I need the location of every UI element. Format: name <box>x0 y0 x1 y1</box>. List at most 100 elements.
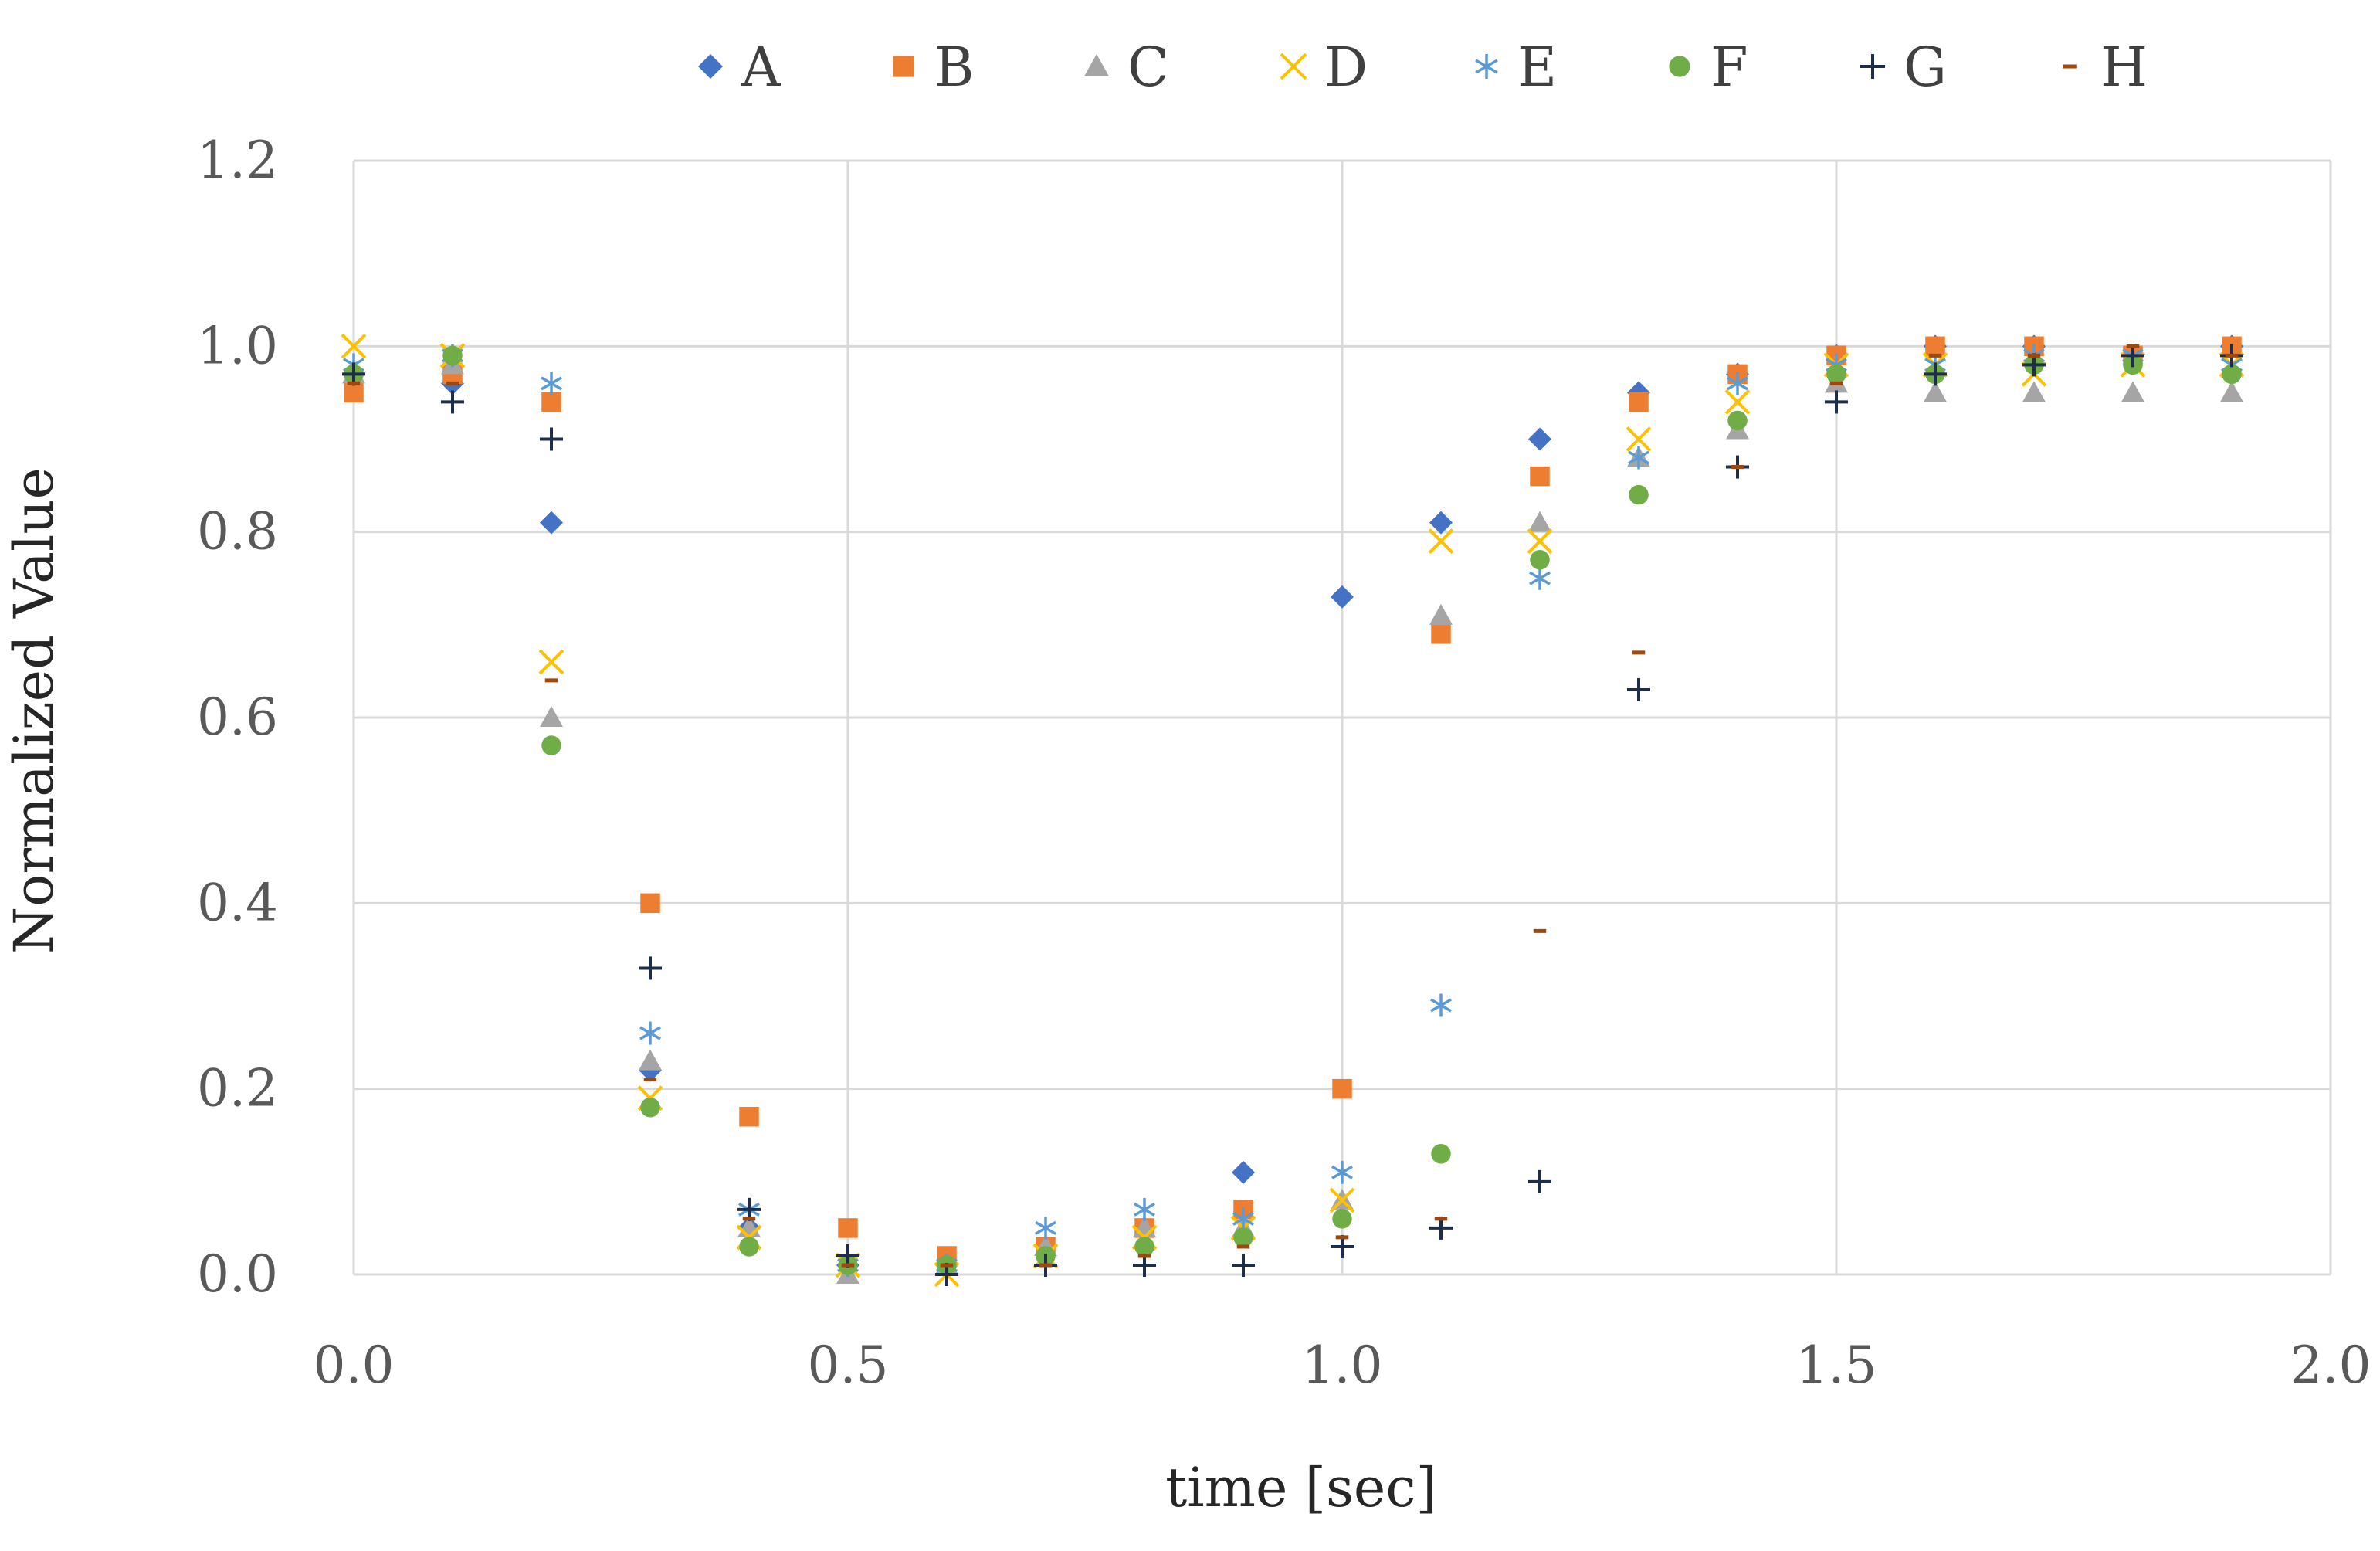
data-point-a <box>1528 427 1551 451</box>
legend-item-d: D <box>1280 36 1368 99</box>
data-point-c <box>1528 511 1551 532</box>
data-point-g <box>639 956 662 980</box>
data-point-g <box>1924 362 1947 386</box>
data-point-d <box>1329 1187 1355 1213</box>
x-tick-label: 0.5 <box>808 1335 889 1395</box>
data-point-c <box>639 1049 662 1071</box>
data-point-d <box>1724 389 1751 415</box>
legend-item-f: F <box>1669 36 1748 99</box>
data-point-g <box>1232 1253 1255 1277</box>
y-tick-label: 0.8 <box>197 502 278 562</box>
data-point-a <box>1331 585 1354 609</box>
series-h <box>347 344 2239 1268</box>
data-point-e <box>1035 1216 1056 1240</box>
legend-marker <box>698 54 723 79</box>
data-point-f <box>1134 1237 1154 1257</box>
data-point-c <box>1924 381 1947 402</box>
data-point-f <box>739 1237 759 1257</box>
data-point-c <box>2220 381 2243 402</box>
data-point-f <box>1332 1209 1352 1229</box>
data-point-f <box>1530 549 1550 570</box>
data-point-e <box>639 1021 661 1045</box>
data-point-a <box>1232 1160 1255 1184</box>
data-point-f <box>541 735 561 755</box>
data-point-e <box>1331 1160 1353 1184</box>
y-tick-label: 0.2 <box>197 1059 278 1118</box>
data-point-d <box>1428 528 1454 555</box>
legend-item-b: B <box>893 36 974 99</box>
data-point-f <box>1431 1144 1451 1164</box>
y-tick-label: 1.2 <box>197 131 278 190</box>
legend-label: B <box>934 36 974 99</box>
legend-item-h: H <box>2063 36 2148 99</box>
y-axis-title: Normalized Value <box>2 467 66 954</box>
data-point-e <box>541 372 562 395</box>
data-point-b <box>1629 392 1649 412</box>
data-point-e <box>1430 993 1452 1017</box>
data-point-b <box>1925 336 1945 357</box>
legend-marker <box>1475 54 1498 79</box>
legend-label: D <box>1324 36 1368 99</box>
legend-label: G <box>1904 36 1947 99</box>
y-tick-label: 0.4 <box>197 873 278 932</box>
legend-item-a: A <box>698 36 781 99</box>
data-point-b <box>344 382 364 403</box>
data-point-d <box>341 333 367 359</box>
x-tick-label: 0.0 <box>314 1335 395 1395</box>
legend-marker <box>1860 54 1885 79</box>
x-tick-label: 1.5 <box>1796 1335 1877 1395</box>
data-point-d <box>1626 426 1652 452</box>
x-tick-label: 2.0 <box>2290 1335 2372 1395</box>
y-tick-label: 0.0 <box>197 1244 278 1304</box>
data-point-f <box>442 345 463 366</box>
data-point-b <box>1431 624 1451 644</box>
data-point-e <box>1134 1197 1155 1221</box>
data-point-f <box>1826 364 1846 385</box>
data-point-b <box>838 1218 858 1238</box>
data-point-b <box>1530 466 1550 487</box>
legend-item-g: G <box>1860 36 1947 99</box>
y-tick-label: 0.6 <box>197 687 278 747</box>
data-point-e <box>1727 372 1748 395</box>
data-point-c <box>540 706 563 727</box>
data-point-f <box>2222 364 2242 385</box>
data-point-c <box>1429 603 1453 625</box>
legend-marker <box>1280 53 1307 80</box>
data-points <box>341 333 2245 1288</box>
data-point-g <box>540 427 563 451</box>
data-point-f <box>640 1097 660 1118</box>
legend-item-e: E <box>1475 36 1557 99</box>
data-point-f <box>1233 1227 1253 1247</box>
data-point-d <box>538 649 564 675</box>
data-point-g <box>1825 390 1848 414</box>
legend-label: H <box>2100 36 2148 99</box>
data-point-f <box>1727 410 1748 431</box>
legend-label: E <box>1517 36 1557 99</box>
legend-label: F <box>1710 36 1748 99</box>
legend-marker <box>1084 54 1109 76</box>
data-point-c <box>2022 381 2046 402</box>
data-point-g <box>441 390 464 414</box>
data-point-b <box>541 392 561 412</box>
data-point-b <box>640 893 660 914</box>
data-point-b <box>739 1106 759 1127</box>
data-point-e <box>1529 566 1551 590</box>
legend: A B C D E F G H <box>698 36 2148 99</box>
data-point-f <box>1629 484 1649 505</box>
legend-marker <box>893 56 914 77</box>
legend-marker <box>1669 56 1690 77</box>
x-tick-labels: 0.0 0.5 1.0 1.5 2.0 <box>314 1335 2372 1395</box>
legend-label: C <box>1127 36 1169 99</box>
data-point-d <box>1527 528 1553 555</box>
data-point-c <box>2121 381 2144 402</box>
data-point-e <box>1628 446 1649 470</box>
y-tick-label: 1.0 <box>197 316 278 375</box>
legend-item-c: C <box>1084 36 1169 99</box>
legend-label: A <box>741 36 781 99</box>
x-tick-label: 1.0 <box>1302 1335 1383 1395</box>
data-point-g <box>1627 677 1650 701</box>
data-point-a <box>1429 511 1453 535</box>
series-f <box>344 345 2242 1275</box>
